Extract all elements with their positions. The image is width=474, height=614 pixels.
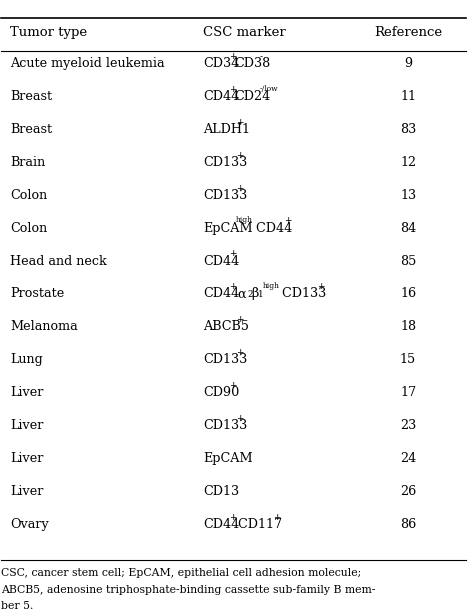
Text: CD133: CD133 — [203, 419, 247, 432]
Text: CSC marker: CSC marker — [203, 26, 286, 39]
Text: CD13: CD13 — [203, 485, 239, 498]
Text: Liver: Liver — [10, 419, 44, 432]
Text: high: high — [236, 217, 253, 225]
Text: α: α — [234, 287, 246, 300]
Text: CD44: CD44 — [252, 222, 292, 235]
Text: CD90: CD90 — [203, 386, 239, 399]
Text: ABCB5, adenosine triphosphate-binding cassette sub-family B mem-: ABCB5, adenosine triphosphate-binding ca… — [0, 585, 375, 594]
Text: 83: 83 — [400, 123, 416, 136]
Text: β: β — [251, 287, 259, 300]
Text: Breast: Breast — [10, 123, 52, 136]
Text: CD34: CD34 — [203, 57, 239, 70]
Text: 18: 18 — [400, 321, 416, 333]
Text: Ovary: Ovary — [10, 518, 49, 531]
Text: +: + — [229, 85, 237, 94]
Text: Acute myeloid leukemia: Acute myeloid leukemia — [10, 57, 164, 70]
Text: +: + — [273, 513, 281, 522]
Text: +: + — [236, 118, 243, 126]
Text: Tumor type: Tumor type — [10, 26, 87, 39]
Text: +: + — [284, 217, 292, 225]
Text: 24: 24 — [400, 453, 416, 465]
Text: +: + — [229, 282, 237, 292]
Text: 11: 11 — [400, 90, 416, 103]
Text: Colon: Colon — [10, 188, 47, 201]
Text: 85: 85 — [400, 255, 416, 268]
Text: CD117: CD117 — [234, 518, 282, 531]
Text: EpCAM: EpCAM — [203, 453, 253, 465]
Text: -/low: -/low — [260, 85, 279, 93]
Text: Reference: Reference — [374, 26, 442, 39]
Text: Lung: Lung — [10, 354, 43, 367]
Text: Colon: Colon — [10, 222, 47, 235]
Text: 86: 86 — [400, 518, 416, 531]
Text: ber 5.: ber 5. — [0, 601, 33, 611]
Text: ABCB5: ABCB5 — [203, 321, 249, 333]
Text: +: + — [229, 513, 237, 522]
Text: 13: 13 — [400, 188, 416, 201]
Text: Liver: Liver — [10, 453, 44, 465]
Text: +: + — [229, 249, 237, 258]
Text: CD44: CD44 — [203, 90, 239, 103]
Text: CD133: CD133 — [203, 188, 247, 201]
Text: CD133: CD133 — [203, 156, 247, 169]
Text: CSC, cancer stem cell; EpCAM, epithelial cell adhesion molecule;: CSC, cancer stem cell; EpCAM, epithelial… — [0, 568, 361, 578]
Text: Prostate: Prostate — [10, 287, 64, 300]
Text: EpCAM: EpCAM — [203, 222, 253, 235]
Text: 23: 23 — [400, 419, 416, 432]
Text: 84: 84 — [400, 222, 416, 235]
Text: -: - — [260, 52, 263, 61]
Text: CD44: CD44 — [203, 287, 239, 300]
Text: CD44: CD44 — [203, 255, 239, 268]
Text: Liver: Liver — [10, 386, 44, 399]
Text: 1: 1 — [258, 290, 264, 299]
Text: 16: 16 — [400, 287, 416, 300]
Text: +: + — [236, 348, 243, 357]
Text: 17: 17 — [400, 386, 416, 399]
Text: 12: 12 — [400, 156, 416, 169]
Text: Melanoma: Melanoma — [10, 321, 78, 333]
Text: ALDH1: ALDH1 — [203, 123, 250, 136]
Text: +: + — [236, 414, 243, 423]
Text: CD38: CD38 — [234, 57, 270, 70]
Text: Head and neck: Head and neck — [10, 255, 107, 268]
Text: +: + — [236, 184, 243, 193]
Text: CD24: CD24 — [234, 90, 270, 103]
Text: CD44: CD44 — [203, 518, 239, 531]
Text: +: + — [229, 381, 237, 391]
Text: Brain: Brain — [10, 156, 45, 169]
Text: 9: 9 — [404, 57, 412, 70]
Text: CD133: CD133 — [278, 287, 326, 300]
Text: +: + — [236, 316, 243, 324]
Text: 26: 26 — [400, 485, 416, 498]
Text: Breast: Breast — [10, 90, 52, 103]
Text: 15: 15 — [400, 354, 416, 367]
Text: +: + — [236, 150, 243, 160]
Text: high: high — [262, 282, 279, 290]
Text: Liver: Liver — [10, 485, 44, 498]
Text: +: + — [229, 52, 237, 61]
Text: +: + — [317, 282, 325, 292]
Text: CD133: CD133 — [203, 354, 247, 367]
Text: 2: 2 — [247, 290, 253, 299]
